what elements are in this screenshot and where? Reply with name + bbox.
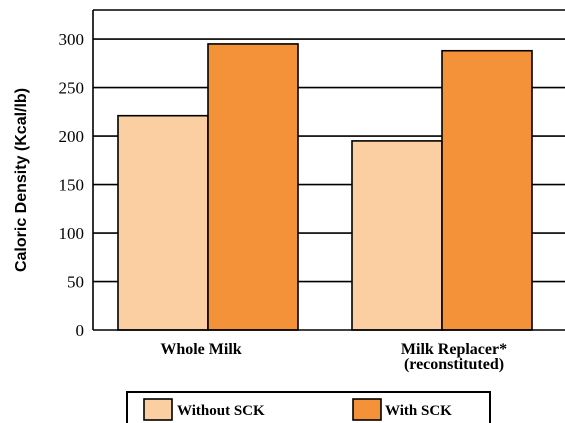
y-tick-label: 150 — [59, 176, 85, 195]
legend-label: Without SCK — [177, 403, 265, 419]
bar-with-sck-1 — [441, 49, 533, 331]
category-label: (reconstituted) — [404, 356, 504, 373]
bar-without-sck-0 — [117, 114, 209, 331]
legend-swatch — [352, 398, 382, 421]
legend: Without SCK With SCK — [126, 391, 491, 423]
category-label: Whole Milk — [160, 341, 241, 358]
legend-box — [126, 391, 491, 423]
y-tick-label: 100 — [59, 224, 85, 243]
y-tick-labels: 0 50 100 150 200 250 300 — [59, 30, 85, 340]
y-tick-label: 250 — [59, 79, 85, 98]
bars — [117, 43, 533, 331]
y-axis-label: Caloric Density (Kcal/lb) — [13, 88, 30, 272]
legend-swatch — [143, 398, 173, 421]
y-tick-label: 50 — [67, 273, 84, 292]
plot-frame — [92, 9, 565, 331]
y-tick-label: 300 — [59, 30, 85, 49]
bar-with-sck-0 — [207, 43, 299, 331]
category-label: Milk Replacer* — [401, 341, 507, 358]
legend-label: With SCK — [385, 403, 452, 419]
bar-without-sck-1 — [351, 140, 443, 331]
category-labels: Whole Milk Milk Replacer*(reconstituted) — [160, 341, 507, 373]
y-tick-label: 200 — [59, 127, 85, 146]
y-tick-label: 0 — [76, 321, 85, 340]
